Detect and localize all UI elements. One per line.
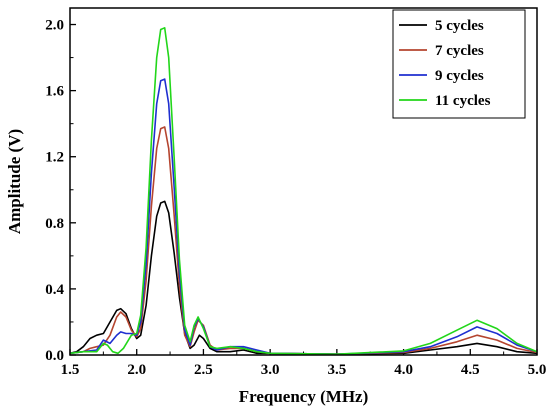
legend-label: 7 cycles: [435, 43, 484, 59]
x-tick-label: 1.5: [61, 362, 80, 378]
y-tick-label: 0.8: [45, 216, 64, 232]
x-tick-label: 4.0: [394, 362, 413, 378]
series-line-9-cycles: [69, 78, 538, 355]
y-tick-label: 0.0: [45, 348, 64, 364]
x-tick-label: 2.0: [127, 362, 146, 378]
legend-label: 11 cycles: [435, 93, 491, 109]
legend-label: 5 cycles: [435, 18, 484, 34]
x-tick-label: 5.0: [528, 362, 547, 378]
y-axis-title: Amplitude (V): [5, 129, 24, 234]
y-tick-label: 0.4: [45, 282, 64, 298]
x-tick-label: 3.0: [261, 362, 280, 378]
series-line-11-cycles: [69, 27, 538, 355]
legend-label: 9 cycles: [435, 68, 484, 84]
y-axis: 0.0 0.4 0.8 1.2 1.6 2.0: [45, 18, 76, 364]
x-tick-label: 3.5: [327, 362, 346, 378]
x-tick-label: 2.5: [194, 362, 213, 378]
x-tick-label: 4.5: [461, 362, 480, 378]
y-tick-label: 2.0: [45, 18, 64, 34]
series-lines: [69, 27, 538, 355]
plot-frame: [69, 7, 538, 356]
y-tick-label: 1.6: [45, 84, 64, 100]
y-tick-label: 1.2: [45, 150, 64, 166]
legend: 5 cycles 7 cycles 9 cycles 11 cycles: [392, 9, 526, 119]
x-axis-title: Frequency (MHz): [239, 387, 369, 406]
